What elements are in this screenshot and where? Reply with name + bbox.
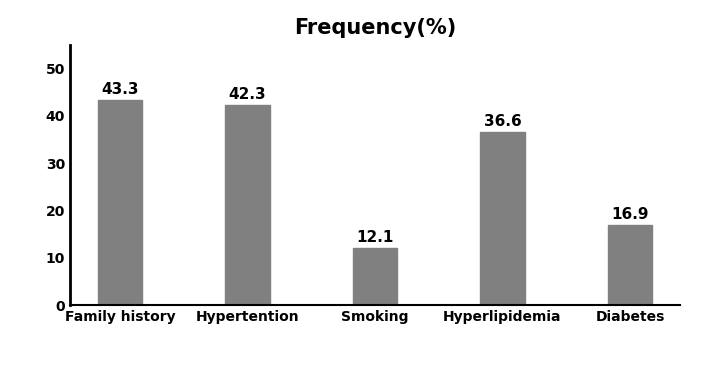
Bar [98, 100, 142, 305]
Text: 12.1: 12.1 [356, 230, 394, 245]
Title: Frequency(%): Frequency(%) [294, 17, 456, 38]
Bar [225, 105, 270, 305]
Text: 43.3: 43.3 [102, 82, 139, 97]
Text: 16.9: 16.9 [611, 207, 648, 222]
Bar [353, 248, 397, 305]
Text: 36.6: 36.6 [484, 114, 522, 129]
Bar [480, 132, 525, 305]
Bar [608, 225, 652, 305]
Text: 42.3: 42.3 [229, 87, 266, 102]
